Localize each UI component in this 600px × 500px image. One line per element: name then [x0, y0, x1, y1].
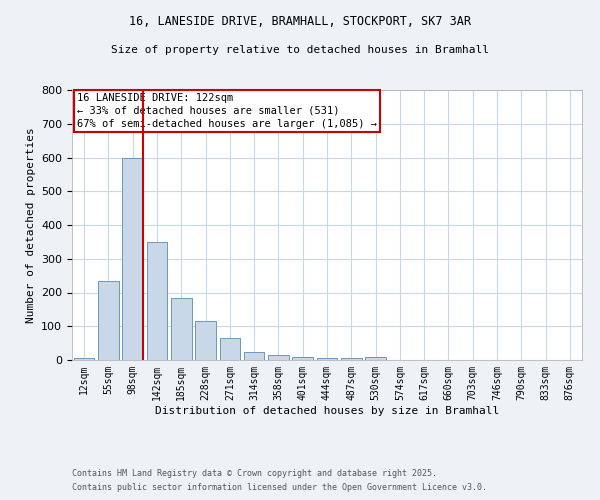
Y-axis label: Number of detached properties: Number of detached properties — [26, 127, 35, 323]
Bar — [74, 358, 94, 360]
Text: Contains HM Land Registry data © Crown copyright and database right 2025.: Contains HM Land Registry data © Crown c… — [72, 468, 437, 477]
Bar — [220, 338, 240, 360]
Bar — [317, 358, 337, 360]
Bar — [365, 358, 386, 360]
Bar — [98, 280, 119, 360]
Bar — [268, 355, 289, 360]
Bar — [244, 352, 265, 360]
Bar — [122, 158, 143, 360]
Text: Contains public sector information licensed under the Open Government Licence v3: Contains public sector information licen… — [72, 484, 487, 492]
Bar — [292, 358, 313, 360]
Text: 16, LANESIDE DRIVE, BRAMHALL, STOCKPORT, SK7 3AR: 16, LANESIDE DRIVE, BRAMHALL, STOCKPORT,… — [129, 15, 471, 28]
Bar — [146, 242, 167, 360]
Bar — [341, 358, 362, 360]
Text: Size of property relative to detached houses in Bramhall: Size of property relative to detached ho… — [111, 45, 489, 55]
X-axis label: Distribution of detached houses by size in Bramhall: Distribution of detached houses by size … — [155, 406, 499, 415]
Bar — [171, 298, 191, 360]
Bar — [195, 321, 216, 360]
Text: 16 LANESIDE DRIVE: 122sqm
← 33% of detached houses are smaller (531)
67% of semi: 16 LANESIDE DRIVE: 122sqm ← 33% of detac… — [77, 92, 377, 129]
